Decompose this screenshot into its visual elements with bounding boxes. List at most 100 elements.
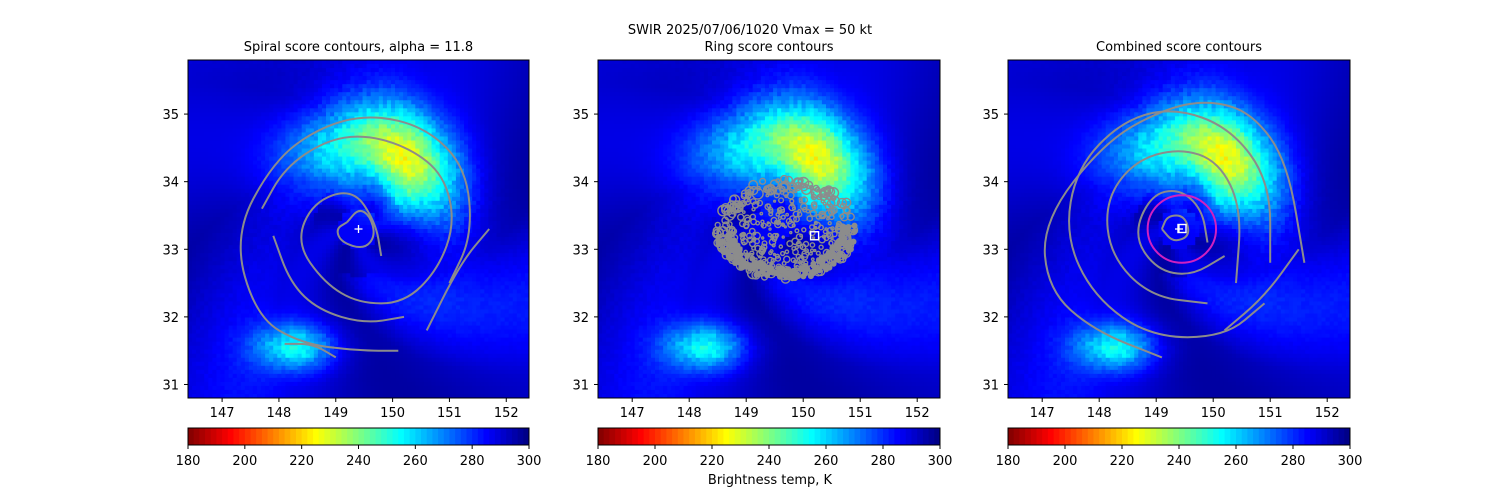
contour-fragment xyxy=(830,236,834,240)
colorbar-segment xyxy=(1042,428,1049,445)
colorbar-segment xyxy=(1087,428,1094,445)
colorbar-tick-label: 180 xyxy=(586,454,611,469)
colorbar-segment xyxy=(706,428,713,445)
colorbar-tick-label: 260 xyxy=(814,454,839,469)
contour-fragment xyxy=(717,204,729,217)
colorbar-segment xyxy=(666,428,673,445)
colorbar-segment xyxy=(632,428,639,445)
contour-fragment xyxy=(825,231,834,240)
contour-fragment xyxy=(843,206,851,215)
contour-fragment xyxy=(748,227,756,235)
colorbar-segment xyxy=(1053,428,1060,445)
colorbar-segment xyxy=(683,428,690,445)
colorbar-segment xyxy=(1150,428,1157,445)
colorbar-segment xyxy=(1287,428,1294,445)
contour-line xyxy=(336,209,375,249)
colorbar-segment xyxy=(324,428,331,445)
colorbar-segment xyxy=(227,428,234,445)
x-tick-label: 150 xyxy=(1201,406,1226,421)
colorbar-segment xyxy=(740,428,747,445)
colorbar-segment xyxy=(928,428,935,445)
colorbar-tick-label: 300 xyxy=(1338,454,1363,469)
contour-fragment xyxy=(809,242,816,248)
colorbar-segment xyxy=(1196,428,1203,445)
colorbar-segment xyxy=(438,428,445,445)
colorbar-segment xyxy=(1070,428,1077,445)
colorbar-segment xyxy=(1059,428,1066,445)
contour-fragment xyxy=(789,268,796,275)
contour-line xyxy=(284,342,337,359)
colorbar-segment xyxy=(500,428,507,445)
colorbar-segment xyxy=(1253,428,1260,445)
colorbar-segment xyxy=(1190,428,1197,445)
colorbar-tick-label: 260 xyxy=(1224,454,1249,469)
contour-fragment xyxy=(747,265,754,272)
colorbar-segment xyxy=(1247,428,1254,445)
colorbar-segment xyxy=(649,428,656,445)
contour-fragment xyxy=(799,244,804,249)
colorbar-segment xyxy=(1344,428,1351,445)
colorbar-segment xyxy=(934,428,941,445)
contour-fragment xyxy=(743,223,750,230)
colorbar-segment xyxy=(1099,428,1106,445)
contour-fragment xyxy=(830,252,837,259)
colorbar-segment xyxy=(432,428,439,445)
colorbar-segment xyxy=(222,428,229,445)
colorbar-segment xyxy=(341,428,348,445)
contour-fragment xyxy=(779,250,786,257)
colorbar-tick-label: 260 xyxy=(403,454,428,469)
colorbar-segment xyxy=(307,428,314,445)
contour-fragment xyxy=(802,240,810,248)
colorbar-segment xyxy=(1019,428,1026,445)
contour-fragment xyxy=(804,180,814,190)
x-tick-label: 149 xyxy=(734,406,759,421)
colorbar-segment xyxy=(700,428,707,445)
colorbar-segment xyxy=(409,428,416,445)
contour-fragment xyxy=(770,257,776,263)
contour-fragment xyxy=(816,267,823,274)
contour-fragment xyxy=(765,193,770,198)
contour-fragment xyxy=(833,244,840,251)
x-tick-label: 150 xyxy=(380,406,405,421)
colorbar-segment xyxy=(1281,428,1288,445)
colorbar-segment xyxy=(780,428,787,445)
colorbar-segment xyxy=(1321,428,1328,445)
contour-fragment xyxy=(732,200,744,212)
y-tick-label: 32 xyxy=(572,311,589,326)
center-plus-marker xyxy=(1175,225,1183,233)
x-tick-label: 151 xyxy=(848,406,873,421)
contour-fragment xyxy=(767,264,774,271)
y-tick-label: 35 xyxy=(572,108,589,123)
contour-fragment xyxy=(780,214,786,220)
contour-fragment xyxy=(779,187,785,193)
colorbar-segment xyxy=(1304,428,1311,445)
colorbar-segment xyxy=(1213,428,1220,445)
x-tick-label: 147 xyxy=(620,406,645,421)
contour-fragment xyxy=(740,258,747,265)
contour-fragment xyxy=(751,187,764,200)
contour-fragment xyxy=(827,232,832,237)
contour-fragment xyxy=(818,260,825,267)
colorbar-segment xyxy=(421,428,428,445)
colorbar-segment xyxy=(369,428,377,445)
contour-fragment xyxy=(730,209,736,215)
contour-fragment xyxy=(749,255,756,262)
contour-fragment xyxy=(788,203,796,212)
contour-fragment xyxy=(825,249,832,256)
panel-3: 147 148 149 150 151 152 31 32 33 34 35 xyxy=(982,59,1351,421)
contour-fragment xyxy=(746,198,750,203)
colorbar-segment xyxy=(1127,428,1134,445)
x-tick-label: 149 xyxy=(323,406,348,421)
colorbar-segment xyxy=(826,428,833,445)
contour-fragment xyxy=(841,224,848,231)
colorbar-segment xyxy=(278,428,286,445)
contour-fragment xyxy=(846,212,855,222)
contour-fragment xyxy=(741,210,746,215)
colorbar-segment xyxy=(1030,428,1037,445)
colorbar-segment xyxy=(1076,428,1083,445)
colorbar-segment xyxy=(1293,428,1300,445)
colorbar-segment xyxy=(626,428,633,445)
colorbar-segment xyxy=(911,428,918,445)
panel-1-heatmap xyxy=(188,60,529,398)
contour-fragment xyxy=(765,185,773,192)
